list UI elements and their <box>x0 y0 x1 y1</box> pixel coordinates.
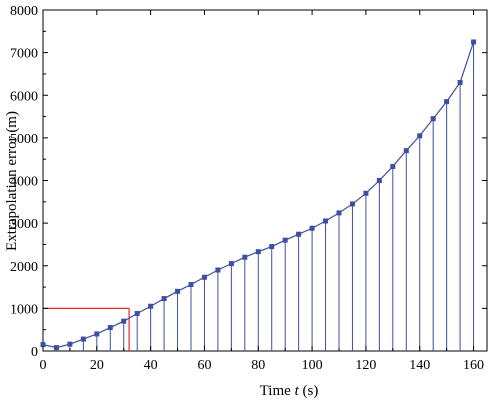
data-point <box>53 345 59 351</box>
y-tick-label: 4000 <box>10 175 38 190</box>
x-tick-label: 80 <box>251 358 265 373</box>
data-point <box>188 282 194 288</box>
data-point <box>336 210 342 216</box>
data-point <box>80 336 86 342</box>
x-axis-title: Time t (s) <box>260 383 319 399</box>
stems-layer <box>42 41 475 351</box>
data-point <box>148 303 154 309</box>
data-point <box>228 261 234 267</box>
y-axis-title: Extrapolation error (m) <box>4 111 20 251</box>
data-point <box>376 178 382 183</box>
y-tick-label: 0 <box>31 345 38 360</box>
x-tick-label: 0 <box>40 358 47 373</box>
data-point <box>457 79 463 85</box>
data-point <box>323 218 329 224</box>
data-point <box>215 267 221 273</box>
data-point <box>349 201 355 207</box>
x-tick-label: 160 <box>463 358 484 373</box>
data-point <box>121 318 127 324</box>
plot-frame <box>42 9 488 352</box>
plot-area <box>42 9 488 352</box>
y-tick-label: 3000 <box>10 217 38 232</box>
x-tick-label: 20 <box>90 358 104 373</box>
x-tick-label: 120 <box>355 358 376 373</box>
data-point <box>107 325 113 331</box>
data-point <box>403 148 409 154</box>
data-point <box>430 116 436 122</box>
data-point <box>363 190 369 196</box>
data-point <box>161 296 167 302</box>
data-point <box>309 225 315 231</box>
y-axis: 0 1000 2000 3000 4000 5000 6000 7000 8000 <box>10 4 487 360</box>
data-point <box>40 342 46 348</box>
data-point <box>471 39 477 45</box>
data-point <box>134 310 140 316</box>
y-tick-label: 6000 <box>10 89 38 104</box>
data-point <box>67 341 73 347</box>
data-point <box>390 163 396 169</box>
data-point <box>444 99 450 105</box>
x-tick-label: 60 <box>197 358 211 373</box>
data-point <box>255 249 261 255</box>
data-point <box>201 274 207 280</box>
data-point <box>417 133 423 139</box>
y-tick-label: 1000 <box>10 302 38 317</box>
x-axis: 0 20 40 60 80 100 120 140 160 <box>40 10 484 373</box>
x-tick-label: 140 <box>409 358 430 373</box>
data-point <box>269 244 275 250</box>
data-point <box>296 231 302 237</box>
y-tick-label: 5000 <box>10 132 38 147</box>
data-point <box>94 331 100 337</box>
y-tick-label: 7000 <box>10 47 38 62</box>
x-tick-label: 100 <box>302 358 323 373</box>
y-tick-label: 8000 <box>10 4 38 19</box>
data-point <box>282 237 288 243</box>
data-point <box>242 254 248 260</box>
highlight-layer <box>43 307 130 351</box>
y-tick-label: 2000 <box>10 260 38 275</box>
x-tick-label: 40 <box>144 358 158 373</box>
series-layer <box>40 39 477 351</box>
data-point <box>175 288 181 294</box>
